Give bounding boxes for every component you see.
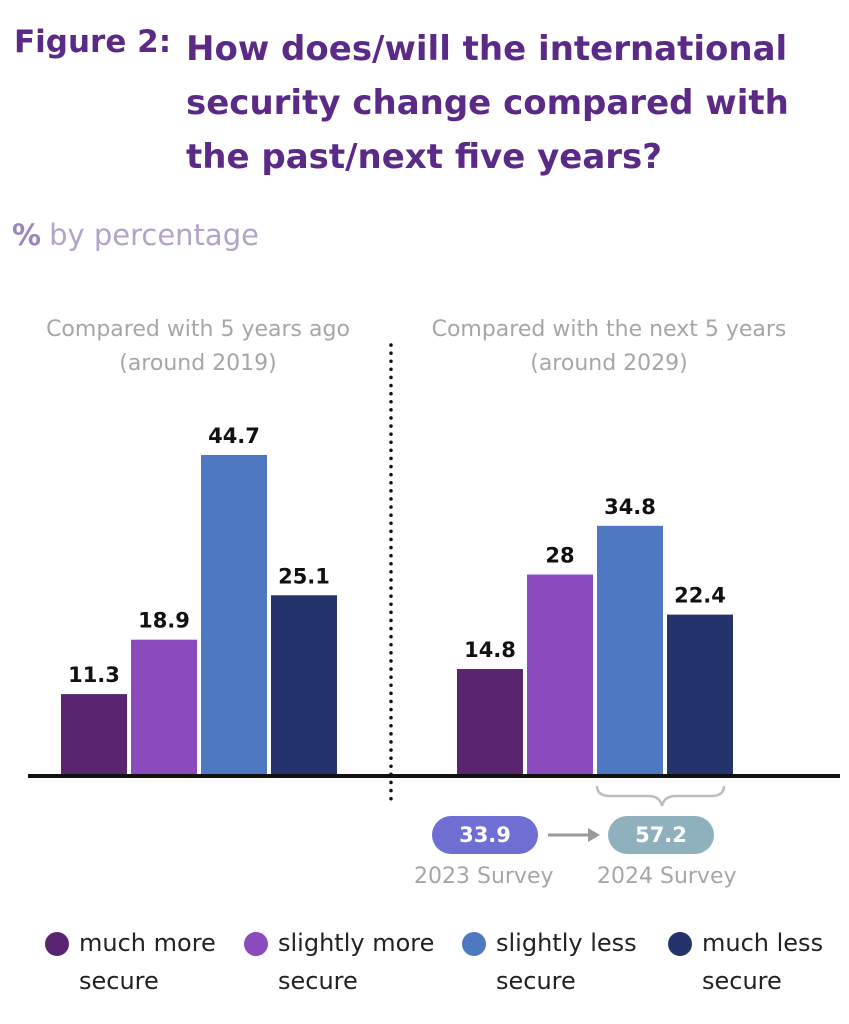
- legend-label: secure: [496, 967, 576, 995]
- bar-slightly-more-secure: [131, 639, 197, 775]
- panel-label-line: (around 2029): [530, 351, 688, 376]
- bar-value-label: 44.7: [208, 424, 260, 448]
- left-panel-label: Compared with 5 years ago (around 2019): [18, 313, 378, 381]
- bar-value-label: 18.9: [138, 609, 190, 633]
- bar-value-label: 25.1: [278, 564, 330, 588]
- panel-label-line: (around 2019): [119, 351, 277, 376]
- subtitle-text: by percentage: [49, 218, 259, 252]
- chart-title-line: the past/next five years?: [186, 137, 662, 177]
- survey-2023-label: 2023 Survey: [414, 864, 554, 889]
- legend-label: secure: [79, 967, 159, 995]
- legend-label: much more: [79, 929, 216, 957]
- legend-label: much less: [702, 929, 824, 957]
- bar-value-label: 11.3: [68, 663, 120, 687]
- bar-value-label: 14.8: [464, 638, 516, 662]
- bar-value-label: 34.8: [604, 495, 656, 519]
- survey-2024-label: 2024 Survey: [597, 864, 737, 889]
- legend-label: slightly less: [496, 929, 637, 957]
- legend-item-much-less-secure: much less secure: [668, 924, 823, 1000]
- bar-value-label: 28: [545, 544, 574, 568]
- bar-much-less-secure: [271, 595, 337, 775]
- survey-brace: [595, 785, 726, 807]
- bar-slightly-less-secure: [597, 525, 663, 775]
- bar-value-label: 22.4: [674, 584, 726, 608]
- legend-dot-icon: [45, 932, 69, 956]
- legend-item-slightly-less-secure: slightly less secure: [462, 924, 637, 1000]
- figure-label: Figure 2:: [14, 24, 172, 60]
- panel-label-line: Compared with the next 5 years: [431, 317, 787, 342]
- bar-slightly-less-secure: [201, 454, 267, 775]
- legend-label: secure: [702, 967, 782, 995]
- right-panel-label: Compared with the next 5 years (around 2…: [429, 313, 789, 381]
- legend-label: slightly more: [278, 929, 435, 957]
- bar-much-more-secure: [61, 694, 127, 775]
- bar-much-more-secure: [457, 669, 523, 775]
- legend-item-much-more-secure: much more secure: [45, 924, 216, 1000]
- percent-icon: %: [12, 218, 42, 252]
- survey-2024-pill: 57.2: [608, 816, 714, 854]
- legend-dot-icon: [668, 932, 692, 956]
- chart-title-line: How does/will the international: [186, 29, 788, 69]
- bar-much-less-secure: [667, 614, 733, 775]
- legend-item-slightly-more-secure: slightly more secure: [244, 924, 434, 1000]
- chart-title: How does/will the international security…: [186, 22, 826, 184]
- survey-2023-pill: 33.9: [432, 816, 538, 854]
- bar-slightly-more-secure: [527, 574, 593, 775]
- chart-title-line: security change compared with: [186, 83, 789, 123]
- chart-subtitle: % by percentage: [12, 218, 259, 252]
- legend-dot-icon: [244, 932, 268, 956]
- legend-dot-icon: [462, 932, 486, 956]
- panel-label-line: Compared with 5 years ago: [46, 317, 350, 342]
- survey-arrow-head-icon: [588, 828, 600, 842]
- legend-label: secure: [278, 967, 358, 995]
